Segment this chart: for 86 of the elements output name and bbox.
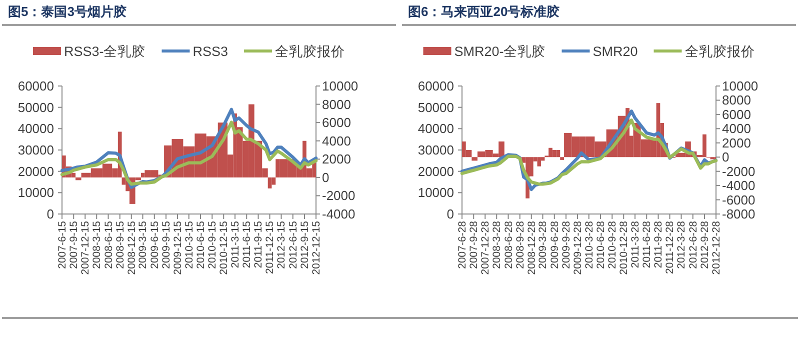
x-tick-label: 2010-12-28 [618,220,630,275]
y-tick-label: 40000 [418,121,454,136]
y-tick-label: 60000 [18,78,54,94]
y2-tick-label: 4000 [322,133,351,148]
x-tick-label: 2012-3-15 [276,220,288,269]
y2-tick-label: 6000 [722,106,751,122]
y-tick-label: 60000 [418,78,454,94]
x-tick-label: 2010-6-15 [195,220,207,269]
y2-tick-label: 2000 [722,135,751,150]
legend-label: SMR20-全乳胶 [454,44,546,59]
chart-title: 图5：泰国3号烟片胶 [8,4,126,19]
y-tick-label: 40000 [18,121,54,136]
x-tick-label: 2008-9-28 [514,220,526,269]
x-tick-label: 2012-6-15 [287,220,300,269]
x-tick-label: 2011-3-15 [230,220,242,268]
x-tick-label: 2012-9-28 [699,220,711,269]
x-tick-label: 2012-12-15 [310,220,322,275]
x-tick-label: 2008-6-28 [502,220,515,269]
y2-tick-label: 10000 [322,78,358,94]
y2-tick-label: 4000 [722,121,751,136]
x-tick-label: 2009-6-28 [548,220,561,269]
y2-tick-label: -8000 [722,206,756,222]
x-tick-label: 2007-9-15 [68,220,80,269]
x-tick-label: 2009-3-15 [137,220,150,269]
x-tick-label: 2011-9-15 [252,220,265,268]
y2-tick-label: -4000 [322,206,356,222]
x-tick-label: 2012-12-28 [710,220,722,275]
y-tick-label: 50000 [418,100,454,115]
y-tick-label: 10000 [18,185,54,200]
x-tick-label: 2007-9-28 [468,220,480,269]
y-tick-label: 30000 [18,142,54,158]
y-tick-label: 20000 [418,164,454,179]
x-tick-label: 2007-6-28 [456,220,468,269]
y-tick-label: 0 [46,206,54,222]
y-tick-label: 30000 [418,142,454,158]
x-tick-label: 2009-12-15 [172,220,184,275]
x-tick-label: 2008-6-15 [102,220,115,269]
y2-tick-label: 8000 [322,96,351,112]
y2-tick-label: 0 [322,170,330,185]
x-tick-label: 2009-12-28 [572,220,584,275]
x-tick-label: 2008-12-15 [126,220,138,275]
x-tick-label: 2010-3-28 [583,220,596,269]
x-tick-label: 2012-6-28 [687,220,700,269]
y2-tick-label: 8000 [722,92,751,108]
y2-tick-label: -2000 [722,164,756,179]
x-tick-label: 2009-9-28 [560,220,572,269]
x-tick-label: 2009-6-15 [148,220,161,269]
x-tick-label: 2012-3-28 [676,220,688,269]
x-tick-label: 2007-12-28 [480,220,492,275]
x-tick-label: 2011-6-28 [641,220,654,268]
x-tick-label: 2012-9-15 [299,220,311,269]
legend-label: RSS3-全乳胶 [64,44,146,59]
x-tick-label: 2008-3-28 [491,220,504,269]
legend-label: 全乳胶报价 [684,44,755,59]
y-tick-label: 0 [446,206,454,222]
x-tick-label: 2008-9-15 [114,220,126,269]
legend-label: RSS3 [192,44,228,59]
x-tick-label: 2011-12-28 [664,220,676,274]
x-tick-label: 2010-12-15 [218,220,230,275]
y2-tick-label: 6000 [322,115,351,130]
x-tick-label: 2007-12-15 [80,220,92,275]
x-tick-label: 2011-9-28 [652,220,665,268]
x-tick-label: 2010-6-28 [595,220,607,269]
x-tick-label: 2010-9-15 [206,220,219,269]
x-tick-label: 2009-9-15 [160,220,172,269]
x-tick-label: 2009-3-28 [537,220,550,269]
legend-label: 全乳胶报价 [275,44,346,59]
legend-label: SMR20 [592,44,638,59]
x-tick-label: 2011-6-15 [241,220,254,268]
y2-tick-label: 10000 [722,78,758,94]
x-tick-label: 2010-9-28 [606,220,619,269]
y2-tick-label: -2000 [322,188,356,204]
x-tick-label: 2008-3-15 [91,220,104,269]
x-tick-label: 2011-12-15 [264,220,276,274]
y2-tick-label: -4000 [722,178,756,194]
y-tick-label: 50000 [18,100,54,115]
y2-tick-label: 0 [722,150,730,165]
x-tick-label: 2008-12-28 [526,220,538,275]
chart-title: 图6：马来西亚20号标准胶 [408,4,560,19]
y-tick-label: 20000 [18,164,54,179]
x-tick-label: 2007-6-15 [56,220,68,269]
y-tick-label: 10000 [418,185,454,200]
x-tick-label: 2011-3-28 [630,220,642,268]
y2-tick-label: -6000 [722,192,756,208]
x-tick-label: 2010-3-15 [183,220,196,269]
y2-tick-label: 2000 [322,152,351,167]
